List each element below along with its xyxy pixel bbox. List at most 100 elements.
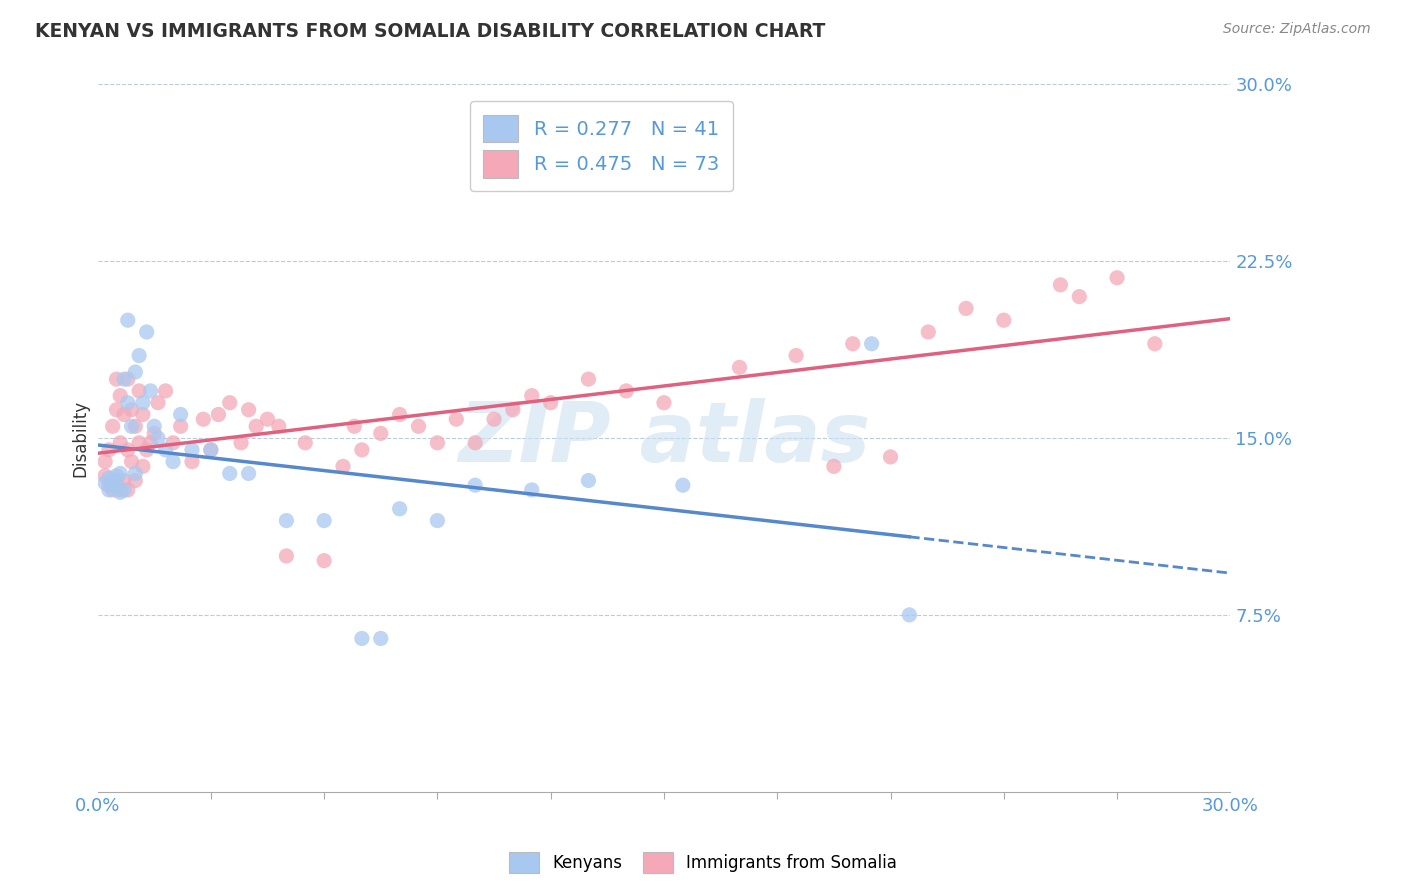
Point [245,419,267,434]
Point [124,365,146,379]
Point [218,467,240,481]
Point [314,514,336,528]
Legend: Kenyans, Immigrants from Somalia: Kenyans, Immigrants from Somalia [502,846,904,880]
Point [105,402,128,417]
Point [520,389,543,403]
Point [105,481,128,495]
Point [917,325,939,339]
Point [132,395,155,409]
Point [267,419,290,434]
Point [97,442,120,457]
Point [1143,336,1166,351]
Point [672,478,695,492]
Point [97,483,120,497]
Point [143,419,166,434]
Point [112,474,135,488]
Point [898,607,921,622]
Point [332,459,354,474]
Point [110,467,132,481]
Point [193,412,215,426]
Legend: R = 0.277   N = 41, R = 0.475   N = 73: R = 0.277 N = 41, R = 0.475 N = 73 [470,101,733,191]
Point [464,478,486,492]
Point [370,632,392,646]
Point [823,459,845,474]
Point [408,419,430,434]
Point [105,468,128,483]
Point [101,478,124,492]
Point [94,475,117,490]
Point [94,468,117,483]
Point [169,419,191,434]
Point [132,408,155,422]
Point [110,483,132,497]
Point [146,431,169,445]
Point [578,372,600,386]
Point [143,426,166,441]
Point [294,435,316,450]
Point [124,474,146,488]
Point [482,412,505,426]
Text: Source: ZipAtlas.com: Source: ZipAtlas.com [1223,22,1371,37]
Point [117,372,139,386]
Point [200,442,222,457]
Point [117,395,139,409]
Point [155,384,177,398]
Point [446,412,468,426]
Point [388,501,411,516]
Point [97,471,120,485]
Point [388,408,411,422]
Point [314,554,336,568]
Point [229,435,252,450]
Point [464,435,486,450]
Point [540,395,562,409]
Point [578,474,600,488]
Point [112,483,135,497]
Point [1049,277,1071,292]
Point [276,514,298,528]
Point [110,485,132,500]
Point [128,349,150,363]
Point [181,455,204,469]
Point [238,467,260,481]
Point [112,408,135,422]
Point [162,435,184,450]
Point [256,412,278,426]
Point [112,372,135,386]
Point [200,442,222,457]
Point [121,402,143,417]
Point [128,384,150,398]
Point [105,372,128,386]
Point [350,632,373,646]
Point [121,455,143,469]
Point [181,442,204,457]
Point [101,419,124,434]
Point [97,478,120,492]
Point [94,455,117,469]
Text: KENYAN VS IMMIGRANTS FROM SOMALIA DISABILITY CORRELATION CHART: KENYAN VS IMMIGRANTS FROM SOMALIA DISABI… [35,22,825,41]
Point [207,408,229,422]
Point [169,408,191,422]
Point [955,301,977,316]
Point [218,395,240,409]
Point [117,483,139,497]
Point [105,474,128,488]
Text: ZIP atlas: ZIP atlas [458,398,870,479]
Point [276,549,298,563]
Point [502,402,524,417]
Point [614,384,637,398]
Point [993,313,1015,327]
Point [426,435,449,450]
Point [139,384,162,398]
Point [238,402,260,417]
Point [520,483,543,497]
Point [842,336,865,351]
Point [370,426,392,441]
Point [652,395,675,409]
Point [860,336,883,351]
Point [146,395,169,409]
Point [879,450,901,464]
Point [117,442,139,457]
Point [135,325,157,339]
Point [124,419,146,434]
Point [426,514,449,528]
